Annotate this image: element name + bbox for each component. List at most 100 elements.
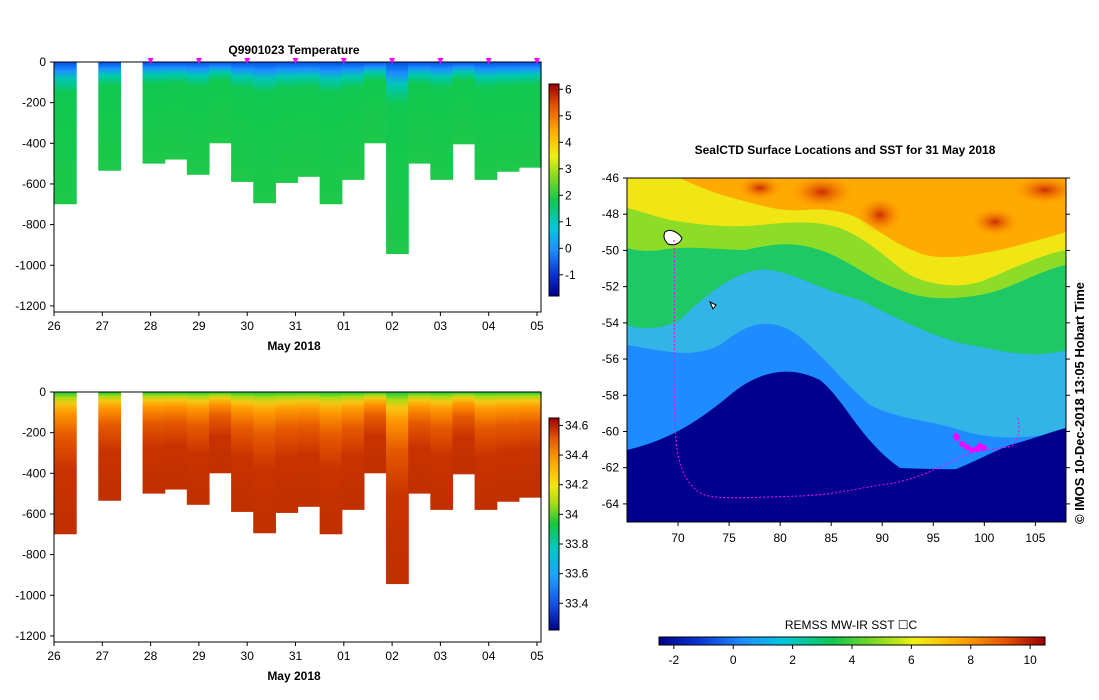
temperature-y-axis: 0 -200 -400 -600 -800 -1000 -1200 — [15, 55, 54, 313]
profile-marker — [195, 58, 202, 64]
profile-column — [98, 392, 122, 501]
x-tick-label: 02 — [385, 319, 399, 333]
profile-marker — [485, 58, 492, 64]
seal-location-dot — [959, 441, 965, 447]
profile-column — [452, 392, 476, 475]
profile-marker — [534, 58, 540, 64]
colorbar-tick-label: 2 — [565, 188, 572, 202]
profile-column — [452, 62, 476, 145]
lon-tick-label: 100 — [974, 531, 994, 545]
sst-colorbar-tick-label: 8 — [967, 653, 974, 667]
lon-tick-label: 90 — [876, 531, 890, 545]
lon-tick-label: 85 — [825, 531, 839, 545]
seal-track-line — [673, 239, 1020, 499]
temperature-colorbar — [548, 83, 560, 297]
sst-colorbar-ticks: -2 0 2 4 6 8 10 — [669, 645, 1037, 667]
profile-column — [297, 62, 321, 177]
profile-column — [98, 62, 122, 171]
profile-column — [253, 392, 276, 534]
colorbar-tick-label: 34.2 — [565, 478, 589, 492]
x-tick-label: 03 — [434, 319, 448, 333]
x-tick-label: 31 — [289, 319, 303, 333]
salinity-y-axis: 0 -200 -400 -600 -800 -1000 -1200 — [15, 385, 54, 643]
temperature-x-axis: 26 27 28 29 30 31 01 02 03 04 05 — [47, 312, 544, 333]
temperature-profiles — [54, 62, 542, 255]
sst-colorbar-tick-label: 10 — [1023, 653, 1037, 667]
y-tick-label: -600 — [22, 177, 46, 191]
y-tick-label: -400 — [22, 136, 46, 150]
colorbar-tick-label: -1 — [565, 268, 576, 282]
lat-tick-label: -62 — [602, 461, 620, 475]
sst-colorbar-label: REMSS MW-IR SST ☐C — [785, 618, 918, 632]
colorbar-tick-label: 4 — [565, 135, 572, 149]
sst-colorbar — [658, 636, 1046, 646]
x-tick-label: 28 — [144, 649, 158, 663]
seal-location-dot — [964, 444, 970, 450]
lat-tick-label: -60 — [602, 424, 620, 438]
seal-surface-locations — [953, 433, 987, 453]
profile-column — [208, 62, 232, 144]
heard-island — [709, 300, 717, 310]
profile-column — [164, 392, 188, 490]
sst-map-panel: SealCTD Surface Locations and SST for 31… — [602, 143, 1087, 667]
salinity-plot-frame — [53, 391, 542, 643]
salinity-x-label: May 2018 — [267, 669, 321, 683]
x-tick-label: 04 — [482, 319, 496, 333]
y-tick-label: -1200 — [15, 629, 46, 643]
lon-tick-label: 80 — [773, 531, 787, 545]
profile-column — [430, 62, 454, 180]
seal-location-dot — [981, 445, 987, 451]
x-tick-label: 02 — [385, 649, 399, 663]
profile-column — [341, 392, 365, 510]
profile-marker — [437, 58, 444, 64]
lat-tick-label: -46 — [602, 171, 620, 185]
sst-warm-blob-1 — [790, 178, 854, 209]
lat-tick-label: -48 — [602, 207, 620, 221]
profile-column — [518, 62, 542, 168]
colorbar-tick-label: 0 — [565, 241, 572, 255]
lon-tick-label: 75 — [722, 531, 736, 545]
profile-column — [142, 62, 166, 164]
profile-column — [186, 392, 210, 505]
map-frame — [626, 177, 1067, 523]
temperature-title: Q9901023 Temperature — [228, 43, 360, 57]
profile-marker — [389, 58, 396, 64]
lat-tick-label: -50 — [602, 243, 620, 257]
salinity-x-axis: 26 27 28 29 30 31 01 02 03 04 05 — [47, 642, 544, 663]
profile-markers — [147, 58, 540, 64]
kerguelen-island — [663, 229, 683, 246]
sst-colorbar-tick-label: 6 — [908, 653, 915, 667]
x-tick-label: 27 — [96, 649, 110, 663]
profile-column — [319, 392, 343, 535]
x-tick-label: 03 — [434, 649, 448, 663]
x-tick-label: 27 — [96, 319, 110, 333]
lat-tick-label: -58 — [602, 388, 620, 402]
colorbar-tick-label: 5 — [565, 109, 572, 123]
colorbar-tick-label: 6 — [565, 82, 572, 96]
profile-column — [386, 62, 409, 255]
profile-column — [208, 392, 232, 474]
profile-column — [518, 392, 542, 498]
lon-tick-label: 105 — [1025, 531, 1045, 545]
colorbar-tick-label: 33.6 — [565, 567, 589, 581]
colorbar-tick-label: 34.4 — [565, 448, 589, 462]
salinity-colorbar-ticks: 34.6 34.4 34.2 34 33.8 33.6 33.4 — [559, 418, 589, 610]
x-tick-label: 29 — [192, 319, 206, 333]
profile-column — [54, 392, 77, 535]
profile-column — [186, 62, 210, 175]
sst-colorbar-tick-label: -2 — [669, 653, 680, 667]
profile-column — [363, 392, 387, 474]
profile-column — [253, 62, 276, 204]
y-tick-label: 0 — [39, 55, 46, 69]
profile-column — [408, 392, 431, 494]
profile-marker — [292, 58, 299, 64]
seal-location-dot — [969, 447, 975, 453]
y-tick-label: -200 — [22, 426, 46, 440]
lon-tick-label: 70 — [671, 531, 685, 545]
y-tick-label: -1000 — [15, 258, 46, 272]
profile-column — [297, 392, 321, 507]
colorbar-tick-label: 3 — [565, 162, 572, 176]
sst-warm-blob-3 — [1013, 178, 1066, 204]
y-tick-label: -800 — [22, 548, 46, 562]
